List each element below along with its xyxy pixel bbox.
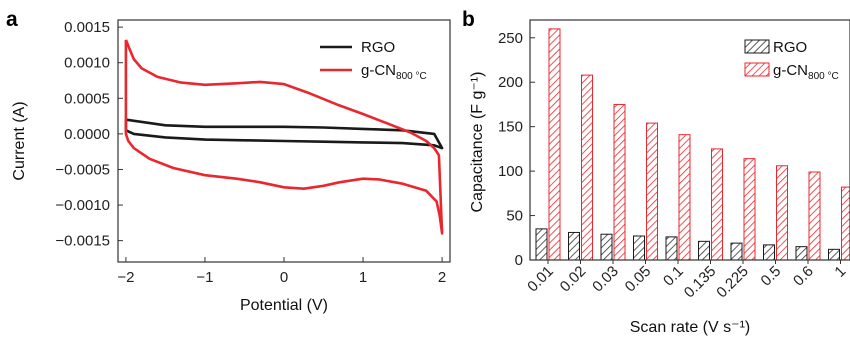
panel-b-bar-rgo xyxy=(795,246,808,261)
panel-b-x-axis-label: Scan rate (V s⁻¹) xyxy=(630,319,750,336)
panel-b-legend-swatch-gcn xyxy=(744,62,770,77)
panel-b-bar-gcn xyxy=(613,103,626,261)
panel-a-plot-frame xyxy=(117,19,451,263)
panel-a-x-tick-label: −1 xyxy=(196,269,213,286)
panel-a-y-tick-label: 0.0000 xyxy=(64,126,110,143)
panel-b-bar-gcn xyxy=(646,122,658,261)
panel-a-series xyxy=(124,39,444,235)
panel-b-legend-text-rgo: RGO xyxy=(773,39,807,56)
panel-b-bar-gcn xyxy=(581,74,593,261)
panel-a-label: a xyxy=(6,8,18,31)
panel-a-y-tick-label: 0.0005 xyxy=(64,90,110,107)
panel-b-bar-rgo xyxy=(828,248,840,261)
panel-a-series-line-rgo xyxy=(124,118,444,150)
panel-b-bar-gcn xyxy=(776,165,788,261)
panel-a-y-axis-label: Current (A) xyxy=(11,101,28,180)
panel-b-x-tick-label: 0.225 xyxy=(713,263,752,302)
panel-b-y-tick-label: 50 xyxy=(506,208,523,225)
panel-a-ticks: −2 −1 0 1 2 −0.0015 −0.0010 −0.0005 0.0000 0.0005… xyxy=(55,19,446,286)
panel-a-y-tick-label: 0.0015 xyxy=(64,19,110,36)
panel-a-x-tick-label: −2 xyxy=(117,269,134,286)
panel-b-bar-chart: b 0 50 100 150 200 250 0.01 0.02 0.03 0.05 0.10.13… xyxy=(462,8,850,336)
panel-b-legend-label-rgo: RGO xyxy=(773,39,807,56)
panel-b-legend: RGO g-CN800 °C xyxy=(744,39,839,82)
panel-b-legend-swatch-rgo xyxy=(744,39,770,54)
panel-a-x-tick-label: 1 xyxy=(359,269,367,286)
panel-b-y-tick-label: 100 xyxy=(498,163,523,180)
panel-a-y-tick-label: −0.0010 xyxy=(55,197,110,214)
panel-b-legend-subscript-gcn: 800 °C xyxy=(808,71,839,82)
panel-b-bar-gcn xyxy=(548,28,561,261)
panel-a-x-tick-label: 0 xyxy=(280,269,288,286)
panel-a-legend-text-rgo: RGO xyxy=(361,39,395,56)
panel-a-x-tick-label: 2 xyxy=(438,269,446,286)
panel-a-y-tick-label: −0.0005 xyxy=(55,161,110,178)
panel-b-plot-frame xyxy=(529,19,850,261)
panel-b-y-axis-label: Capacitance (F g⁻¹) xyxy=(469,72,486,213)
panel-b-x-tick-label: 0.01 xyxy=(524,263,557,296)
panel-b-bar-rgo xyxy=(600,233,613,261)
panel-b-legend-text-gcn: g-CN xyxy=(773,62,808,79)
panel-b-bars xyxy=(535,28,850,261)
panel-b-x-tick-label: 0.03 xyxy=(589,263,622,296)
panel-a-legend: RGO g-CN800 °C xyxy=(320,39,427,82)
panel-a-series-line-gcn xyxy=(124,39,444,235)
panel-b-bar-gcn xyxy=(678,134,691,261)
panel-b-x-tick-label: 0.135 xyxy=(681,263,720,302)
panel-b-bar-gcn xyxy=(711,148,723,261)
panel-b-bar-gcn xyxy=(841,186,850,261)
panel-b-x-tick-label: 0.05 xyxy=(622,263,655,296)
panel-b-x-tick-label: 0.5 xyxy=(758,263,785,290)
panel-a-legend-label-rgo: RGO xyxy=(361,39,395,56)
panel-a-legend-text-gcn: g-CN xyxy=(361,62,396,79)
panel-b-label: b xyxy=(462,8,475,31)
panel-b-y-tick-label: 200 xyxy=(498,74,523,91)
panel-b-x-tick-label: 0.1 xyxy=(660,263,687,290)
panel-b-legend-label-gcn: g-CN800 °C xyxy=(773,62,839,82)
panel-b-bar-rgo xyxy=(665,236,678,261)
panel-b-y-tick-label: 150 xyxy=(498,119,523,136)
panel-a-legend-subscript-gcn: 800 °C xyxy=(396,71,427,82)
panel-b-bar-rgo xyxy=(633,235,645,261)
panel-b-x-tick-label: 0.02 xyxy=(557,263,590,296)
panel-a-legend-label-gcn: g-CN800 °C xyxy=(361,62,427,82)
panel-b-y-tick-label: 0 xyxy=(515,252,523,269)
panel-b-bar-rgo xyxy=(763,244,775,261)
panel-a-cv-chart: a −2 −1 0 1 2 −0.0015 −0.0010 −0.0005 0.0000 0.00… xyxy=(6,8,451,314)
panel-b-x-tick-label: 0.6 xyxy=(790,263,817,290)
panel-a-y-tick-label: 0.0010 xyxy=(64,55,110,72)
panel-b-bar-rgo xyxy=(568,231,580,261)
panel-b-bar-rgo xyxy=(535,228,548,261)
panel-a-x-axis-label: Potential (V) xyxy=(240,297,328,314)
panel-b-y-tick-label: 250 xyxy=(498,30,523,47)
panel-b-x-tick-label: 1 xyxy=(831,263,849,281)
panel-b-bar-rgo xyxy=(730,242,743,261)
panel-b-bar-gcn xyxy=(808,171,821,261)
panel-a-y-tick-label: −0.0015 xyxy=(55,233,110,250)
panel-b-bar-rgo xyxy=(698,240,710,261)
panel-b-bar-gcn xyxy=(743,158,756,261)
